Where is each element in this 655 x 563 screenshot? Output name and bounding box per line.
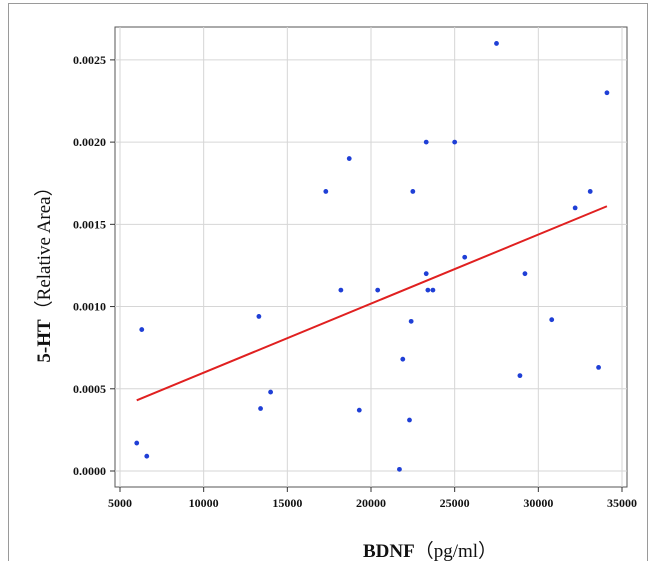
data-point <box>572 205 578 211</box>
x-tick-label: 15000 <box>272 496 302 510</box>
data-point <box>423 139 429 145</box>
data-point <box>596 365 601 370</box>
y-tick-label: 0.0020 <box>73 135 106 149</box>
data-point <box>587 189 593 194</box>
y-tick-label: 0.0025 <box>73 53 106 67</box>
data-point <box>397 466 402 472</box>
data-point <box>549 317 555 323</box>
x-axis-title: BDNF（pg/ml） <box>363 540 497 562</box>
data-points <box>134 41 610 472</box>
y-tick-label: 0.0000 <box>73 464 106 478</box>
figure-frame <box>8 3 648 561</box>
data-point <box>452 139 458 145</box>
data-point <box>258 406 263 411</box>
data-point <box>268 389 273 395</box>
data-point <box>375 287 381 293</box>
y-axis-title: 5-HT（Relative Area） <box>33 177 55 362</box>
data-point <box>144 453 150 459</box>
y-tick-label: 0.0005 <box>73 382 106 396</box>
data-point <box>517 373 523 379</box>
x-tick-label: 20000 <box>356 496 386 510</box>
data-point <box>139 327 145 332</box>
regression-line <box>136 205 608 402</box>
y-tick-label: 0.0015 <box>73 217 106 231</box>
y-axis-ticks: 0.0000 0.0005 0.0010 0.0015 0.0020 0.0025 <box>73 53 115 478</box>
data-point <box>323 189 329 194</box>
data-point <box>430 287 436 293</box>
data-point <box>462 254 468 260</box>
x-tick-label: 25000 <box>440 496 470 510</box>
data-point <box>425 287 431 293</box>
x-tick-label: 35000 <box>607 496 637 510</box>
data-point <box>407 417 412 423</box>
grid <box>115 27 627 487</box>
data-point <box>410 189 416 194</box>
x-tick-label: 10000 <box>189 496 219 510</box>
data-point <box>494 41 499 46</box>
data-point <box>604 90 610 96</box>
data-point <box>346 156 352 161</box>
x-tick-label: 30000 <box>523 496 553 510</box>
x-tick-label: 5000 <box>108 496 132 510</box>
data-point <box>400 356 406 362</box>
data-point <box>338 287 344 293</box>
data-point <box>256 314 262 319</box>
data-point <box>356 407 362 413</box>
regression-line-group <box>136 205 608 402</box>
data-point <box>134 440 140 446</box>
data-point <box>522 271 528 277</box>
y-tick-label: 0.0010 <box>73 300 106 314</box>
x-axis-ticks: 5000 10000 15000 20000 25000 30000 35000 <box>108 487 637 510</box>
data-point <box>423 271 429 277</box>
data-point <box>408 318 414 324</box>
